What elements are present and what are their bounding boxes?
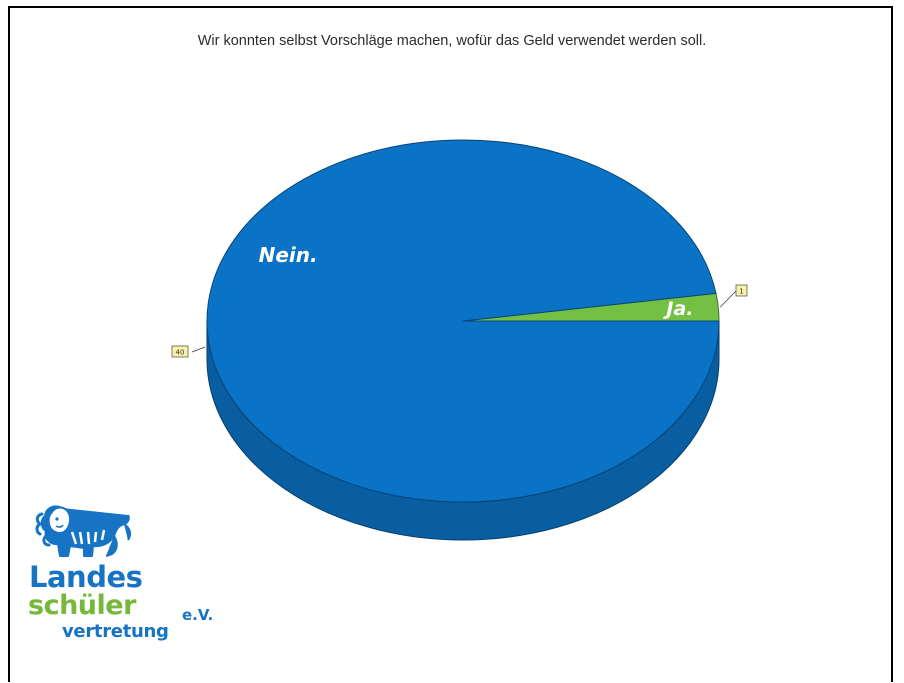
leader-line bbox=[191, 346, 206, 353]
value-label-box bbox=[171, 345, 189, 358]
value-label-box bbox=[735, 284, 748, 297]
pie-slice-nein bbox=[206, 139, 720, 503]
chart-frame bbox=[8, 6, 893, 682]
logo-text-landes: Landes bbox=[29, 560, 143, 594]
logo-text-ev: e.V. bbox=[182, 606, 214, 624]
value-label: 40 bbox=[176, 349, 185, 357]
logo-text-vertretung: vertretung bbox=[62, 621, 169, 642]
chart-title: Wir konnten selbst Vorschläge machen, wo… bbox=[197, 33, 707, 49]
pie-layer: Ja. Nein. 1 40 bbox=[171, 139, 748, 541]
logo-text-schueler: schüler bbox=[28, 590, 136, 621]
slice-label-nein: Nein. bbox=[259, 243, 318, 267]
landesschuelervertretung-logo: Landes schüler e.V. vertretung bbox=[24, 498, 224, 658]
leader-line bbox=[719, 290, 737, 308]
lion-icon bbox=[35, 505, 132, 557]
slice-label-ja: Ja. bbox=[662, 298, 693, 320]
value-label: 1 bbox=[739, 288, 743, 296]
